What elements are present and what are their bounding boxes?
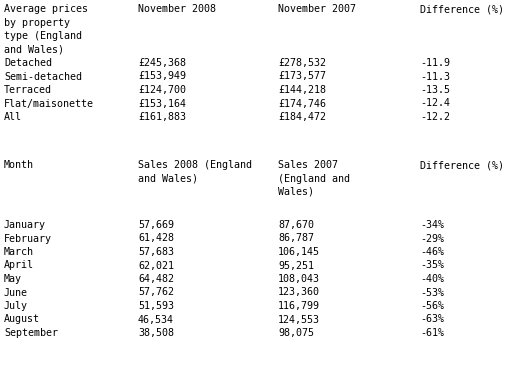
Text: £184,472: £184,472: [278, 112, 326, 122]
Text: by property: by property: [4, 18, 70, 28]
Text: 116,799: 116,799: [278, 301, 320, 311]
Text: -29%: -29%: [420, 233, 444, 243]
Text: 62,021: 62,021: [138, 261, 174, 270]
Text: £144,218: £144,218: [278, 85, 326, 95]
Text: type (England: type (England: [4, 31, 82, 41]
Text: (England and: (England and: [278, 173, 350, 183]
Text: 64,482: 64,482: [138, 274, 174, 284]
Text: -53%: -53%: [420, 288, 444, 298]
Text: 57,683: 57,683: [138, 247, 174, 257]
Text: -56%: -56%: [420, 301, 444, 311]
Text: 124,553: 124,553: [278, 314, 320, 324]
Text: Wales): Wales): [278, 187, 314, 197]
Text: £153,164: £153,164: [138, 99, 186, 108]
Text: £278,532: £278,532: [278, 58, 326, 68]
Text: Sales 2008 (England: Sales 2008 (England: [138, 160, 252, 170]
Text: November 2008: November 2008: [138, 4, 216, 14]
Text: 87,670: 87,670: [278, 220, 314, 230]
Text: Terraced: Terraced: [4, 85, 52, 95]
Text: Difference (%): Difference (%): [420, 4, 504, 14]
Text: and Wales): and Wales): [138, 173, 198, 183]
Text: 108,043: 108,043: [278, 274, 320, 284]
Text: -11.9: -11.9: [420, 58, 450, 68]
Text: -12.4: -12.4: [420, 99, 450, 108]
Text: January: January: [4, 220, 46, 230]
Text: £174,746: £174,746: [278, 99, 326, 108]
Text: -63%: -63%: [420, 314, 444, 324]
Text: Semi-detached: Semi-detached: [4, 71, 82, 81]
Text: -13.5: -13.5: [420, 85, 450, 95]
Text: May: May: [4, 274, 22, 284]
Text: June: June: [4, 288, 28, 298]
Text: All: All: [4, 112, 22, 122]
Text: September: September: [4, 328, 58, 338]
Text: November 2007: November 2007: [278, 4, 356, 14]
Text: £173,577: £173,577: [278, 71, 326, 81]
Text: 38,508: 38,508: [138, 328, 174, 338]
Text: 98,075: 98,075: [278, 328, 314, 338]
Text: £153,949: £153,949: [138, 71, 186, 81]
Text: 57,669: 57,669: [138, 220, 174, 230]
Text: Detached: Detached: [4, 58, 52, 68]
Text: £161,883: £161,883: [138, 112, 186, 122]
Text: 46,534: 46,534: [138, 314, 174, 324]
Text: April: April: [4, 261, 34, 270]
Text: 86,787: 86,787: [278, 233, 314, 243]
Text: Difference (%): Difference (%): [420, 160, 504, 170]
Text: 95,251: 95,251: [278, 261, 314, 270]
Text: July: July: [4, 301, 28, 311]
Text: Month: Month: [4, 160, 34, 170]
Text: -46%: -46%: [420, 247, 444, 257]
Text: 123,360: 123,360: [278, 288, 320, 298]
Text: £124,700: £124,700: [138, 85, 186, 95]
Text: 61,428: 61,428: [138, 233, 174, 243]
Text: -12.2: -12.2: [420, 112, 450, 122]
Text: -40%: -40%: [420, 274, 444, 284]
Text: -61%: -61%: [420, 328, 444, 338]
Text: and Wales): and Wales): [4, 44, 64, 55]
Text: Sales 2007: Sales 2007: [278, 160, 338, 170]
Text: 106,145: 106,145: [278, 247, 320, 257]
Text: -35%: -35%: [420, 261, 444, 270]
Text: February: February: [4, 233, 52, 243]
Text: -11.3: -11.3: [420, 71, 450, 81]
Text: £245,368: £245,368: [138, 58, 186, 68]
Text: Flat/maisonette: Flat/maisonette: [4, 99, 94, 108]
Text: August: August: [4, 314, 40, 324]
Text: 51,593: 51,593: [138, 301, 174, 311]
Text: 57,762: 57,762: [138, 288, 174, 298]
Text: -34%: -34%: [420, 220, 444, 230]
Text: Average prices: Average prices: [4, 4, 88, 14]
Text: March: March: [4, 247, 34, 257]
